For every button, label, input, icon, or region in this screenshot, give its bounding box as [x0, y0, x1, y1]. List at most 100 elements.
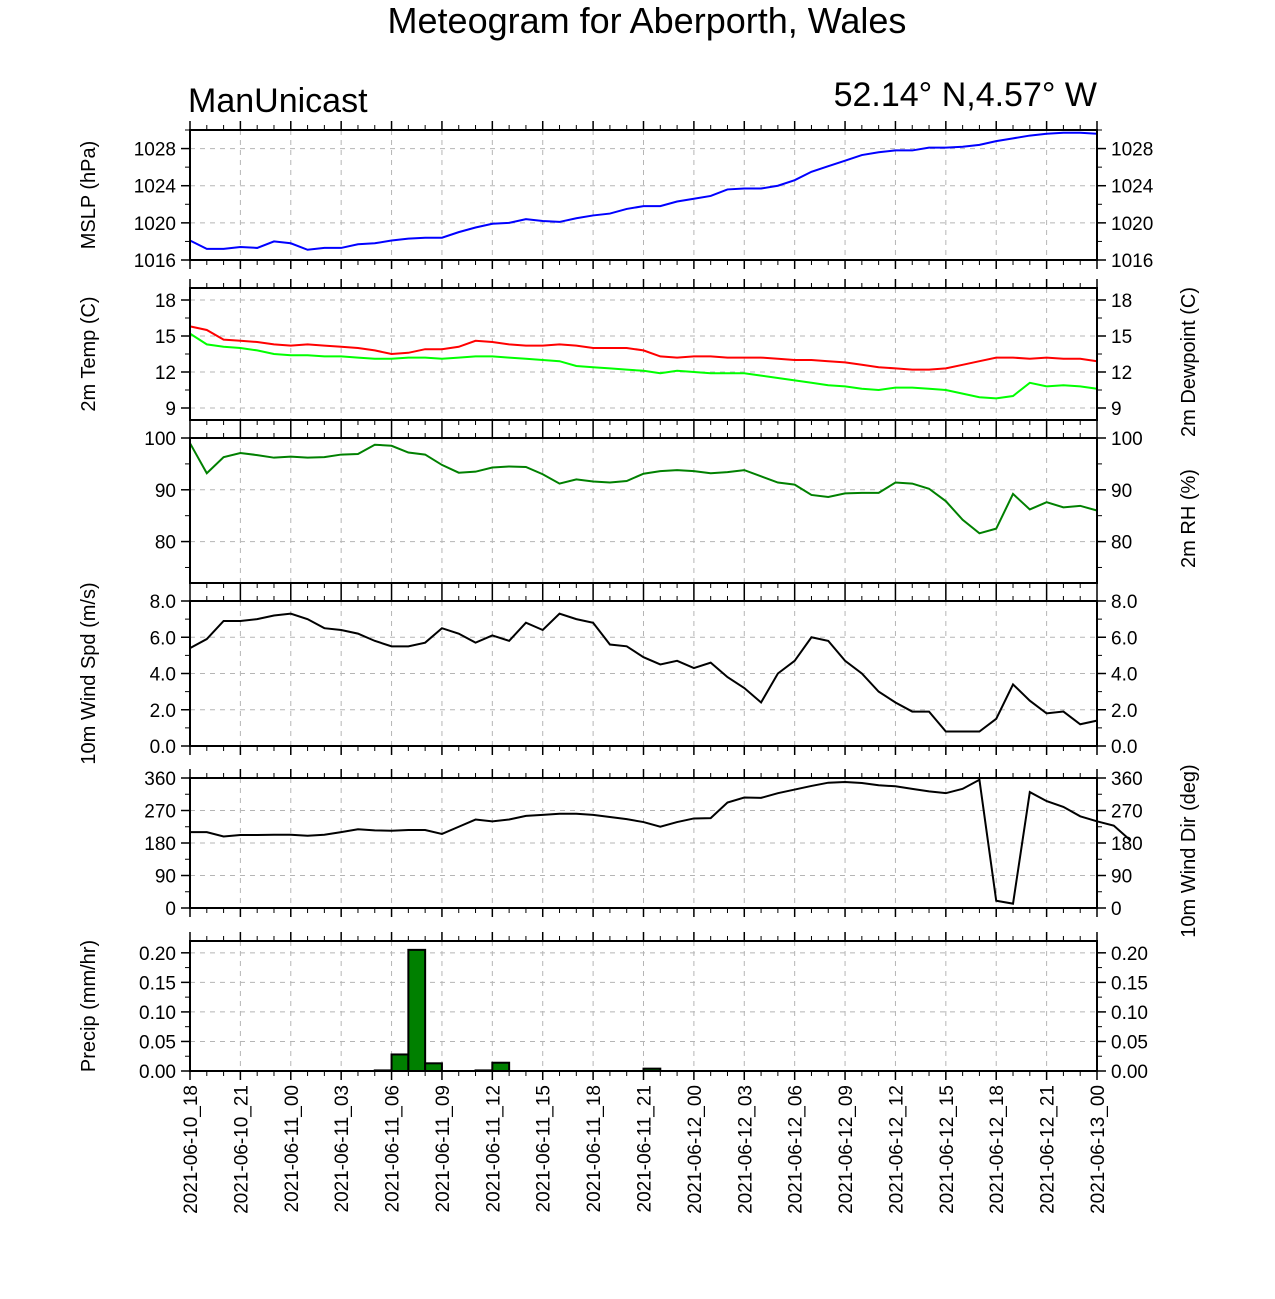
- x-tick-label: 2021-06-10_18: [181, 1085, 202, 1214]
- y-axis-label-right: 2m RH (%): [1178, 469, 1200, 568]
- y-tick-label-right: 0.10: [1111, 1003, 1148, 1024]
- model-name: ManUnicast: [188, 82, 368, 120]
- precip-bar: [491, 1061, 511, 1073]
- y-tick-label-left: 0.0: [150, 737, 176, 758]
- y-tick-label-left: 1016: [134, 251, 176, 272]
- x-tick-label: 2021-06-12_12: [886, 1085, 907, 1214]
- y-tick-label-left: 0.05: [139, 1032, 176, 1053]
- x-tick-labels: 2021-06-10_18 2021-06-10_21 2021-06-11_00 2…: [181, 1085, 1109, 1214]
- x-tick-label: 2021-06-11_18: [584, 1085, 605, 1212]
- panel-frame: [189, 287, 1098, 421]
- y-tick-label-left: 270: [144, 802, 176, 823]
- y-tick-label-right: 12: [1111, 363, 1132, 384]
- series-line-mslp: [189, 131, 1098, 251]
- panel-temp-dewpoint: 9 9 12 12 15 15 18 18 2m Temp (C) 2m Dewpoint (C): [78, 279, 1200, 437]
- y-tick-label-left: 0.15: [139, 973, 176, 994]
- y-axis-label-right: 10m Wind Dir (deg): [1178, 764, 1200, 937]
- panel-frame: [189, 437, 1098, 584]
- x-tick-label: 2021-06-11_12: [483, 1085, 504, 1212]
- x-tick-label: 2021-06-11_00: [282, 1085, 303, 1212]
- x-tick-label: 2021-06-12_18: [987, 1085, 1008, 1214]
- y-tick-label-left: 0.00: [139, 1062, 176, 1083]
- y-tick-label-left: 0.20: [139, 944, 176, 965]
- y-tick-label-left: 4.0: [150, 665, 176, 686]
- y-tick-label-right: 0.0: [1111, 737, 1137, 758]
- x-tick-label: 2021-06-10_21: [231, 1085, 252, 1214]
- x-tick-label: 2021-06-11_06: [383, 1085, 404, 1212]
- y-tick-label-left: 360: [144, 769, 176, 790]
- x-tick-label: 2021-06-13_00: [1088, 1085, 1109, 1214]
- panel-mslp: 1016 1016 1020 1020 1024 1024 1028 1028 MSLP (hP…: [78, 121, 1154, 272]
- y-tick-label-left: 180: [144, 834, 176, 855]
- y-tick-label-right: 90: [1111, 867, 1132, 888]
- series-line-temp: [189, 325, 1098, 371]
- y-tick-label-right: 8.0: [1111, 592, 1137, 613]
- y-tick-label-left: 1028: [134, 140, 176, 161]
- y-tick-label-right: 1020: [1111, 214, 1153, 235]
- precip-bar: [407, 948, 427, 1073]
- panel-wind-direction: 0 0 90 90 180 180 270 270 360 360 10m Wind Dir (de…: [144, 764, 1200, 937]
- y-tick-label-right: 1028: [1111, 140, 1153, 161]
- panel-frame: [189, 777, 1098, 909]
- x-tick-label: 2021-06-11_15: [534, 1085, 555, 1212]
- y-tick-label-right: 180: [1111, 834, 1143, 855]
- series-line-dewpoint: [189, 332, 1098, 400]
- y-tick-label-left: 8.0: [150, 592, 176, 613]
- y-tick-label-right: 4.0: [1111, 665, 1137, 686]
- y-tick-label-right: 2.0: [1111, 701, 1137, 722]
- panel-precip: 0.00 0.00 0.05 0.05 0.10 0.10 0.15 0.15 0.20 0.20…: [78, 932, 1148, 1083]
- y-tick-label-right: 0.00: [1111, 1062, 1148, 1083]
- panel-frame: [189, 940, 1098, 1072]
- y-tick-label-right: 360: [1111, 769, 1143, 790]
- y-tick-label-right: 18: [1111, 291, 1132, 312]
- x-tick-label: 2021-06-12_15: [937, 1085, 958, 1214]
- x-tick-label: 2021-06-12_00: [685, 1085, 706, 1214]
- y-tick-label-left: 6.0: [150, 628, 176, 649]
- y-tick-label-right: 270: [1111, 802, 1143, 823]
- y-tick-label-left: 15: [155, 327, 176, 348]
- y-axis-label-left: MSLP (hPa): [78, 141, 100, 250]
- panels-group: 1016 1016 1020 1020 1024 1024 1028 1028 MSLP (hP…: [78, 121, 1200, 1214]
- y-tick-label-right: 80: [1111, 533, 1132, 554]
- panel-wind-speed: 0.0 0.0 2.0 2.0 4.0 4.0 6.0 6.0 8.0 8.0 10m Wind S…: [78, 582, 1137, 764]
- precip-bar: [390, 1053, 410, 1073]
- y-tick-label-right: 15: [1111, 327, 1132, 348]
- y-tick-label-left: 100: [144, 429, 176, 450]
- x-tick-label: 2021-06-12_21: [1038, 1085, 1059, 1214]
- x-tick-label: 2021-06-11_09: [433, 1085, 454, 1212]
- y-tick-label-left: 1020: [134, 214, 176, 235]
- y-tick-label-right: 0.20: [1111, 944, 1148, 965]
- x-tick-label: 2021-06-11_21: [635, 1085, 656, 1212]
- y-tick-label-left: 9: [165, 399, 176, 420]
- series-line-wind: [189, 612, 1098, 733]
- series-line-wind: [190, 778, 1132, 905]
- y-axis-label-left: 2m Temp (C): [78, 296, 100, 411]
- y-axis-label-right: 2m Dewpoint (C): [1178, 287, 1200, 437]
- y-tick-label-left: 12: [155, 363, 176, 384]
- y-tick-label-left: 0: [165, 899, 176, 920]
- y-tick-label-left: 18: [155, 291, 176, 312]
- y-axis-label-left: Precip (mm/hr): [78, 940, 100, 1072]
- panel-frame: [189, 129, 1098, 261]
- y-tick-label-left: 90: [155, 481, 176, 502]
- series-line-rh: [189, 442, 1098, 535]
- y-tick-label-right: 90: [1111, 481, 1132, 502]
- y-tick-label-right: 0.05: [1111, 1032, 1148, 1053]
- y-tick-label-right: 0.15: [1111, 973, 1148, 994]
- panel-frame: [189, 600, 1098, 747]
- chart-title: Meteogram for Aberporth, Wales: [388, 0, 907, 41]
- y-tick-label-left: 2.0: [150, 701, 176, 722]
- x-tick-label: 2021-06-12_06: [786, 1085, 807, 1214]
- location-coordinates: 52.14° N,4.57° W: [834, 76, 1097, 114]
- y-tick-label-right: 9: [1111, 399, 1122, 420]
- x-tick-label: 2021-06-12_03: [735, 1085, 756, 1214]
- precip-bar: [424, 1062, 443, 1073]
- panel-rh: 80 80 90 90 100 100 2m RH (%): [144, 429, 1200, 592]
- y-tick-label-right: 6.0: [1111, 628, 1137, 649]
- y-axis-label-left: 10m Wind Spd (m/s): [78, 582, 100, 764]
- y-tick-label-left: 90: [155, 867, 176, 888]
- y-tick-label-left: 1024: [134, 177, 177, 198]
- x-tick-label: 2021-06-12_09: [836, 1085, 857, 1214]
- y-tick-label-right: 100: [1111, 429, 1143, 450]
